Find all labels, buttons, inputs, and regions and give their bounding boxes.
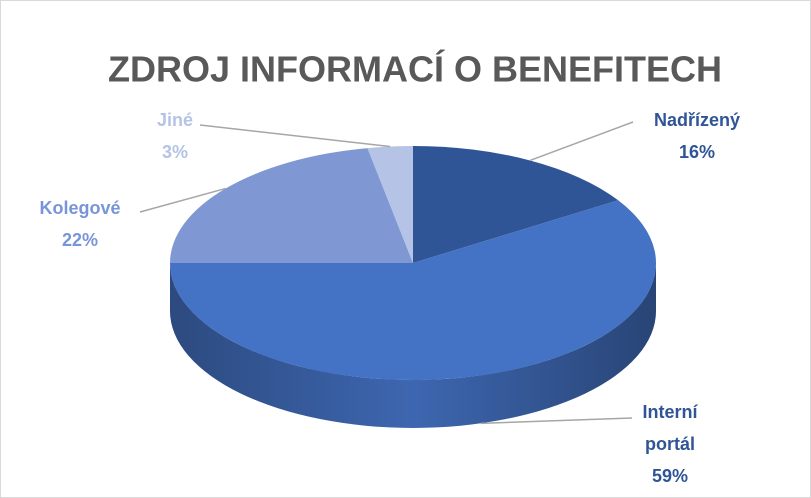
label-value: 16% xyxy=(678,142,716,162)
leader-line xyxy=(199,124,391,148)
label-name: Kolegové xyxy=(39,198,121,218)
data-label: Interní portál 59% xyxy=(630,396,710,492)
label-name: Interní portál xyxy=(642,402,698,454)
label-name: Nadřízený xyxy=(653,110,741,130)
slice xyxy=(413,146,619,263)
leader-line xyxy=(480,417,633,425)
label-value: 59% xyxy=(651,466,689,486)
data-label: Kolegové 22% xyxy=(15,192,145,256)
leader-line xyxy=(529,121,634,162)
label-value: 3% xyxy=(161,142,188,162)
data-label: Nadřízený 16% xyxy=(637,104,757,168)
side-shade xyxy=(170,263,656,428)
pie-sides xyxy=(170,263,656,428)
leader-line xyxy=(139,187,226,213)
label-name: Jiné xyxy=(156,110,194,130)
slice xyxy=(170,200,656,381)
label-value: 22% xyxy=(61,230,99,250)
slice xyxy=(367,146,413,263)
slice xyxy=(170,148,413,263)
slice-side xyxy=(170,263,656,428)
chart-title: ZDROJ INFORMACÍ O BENEFITECH xyxy=(108,49,722,90)
data-label: Jiné 3% xyxy=(135,104,215,168)
